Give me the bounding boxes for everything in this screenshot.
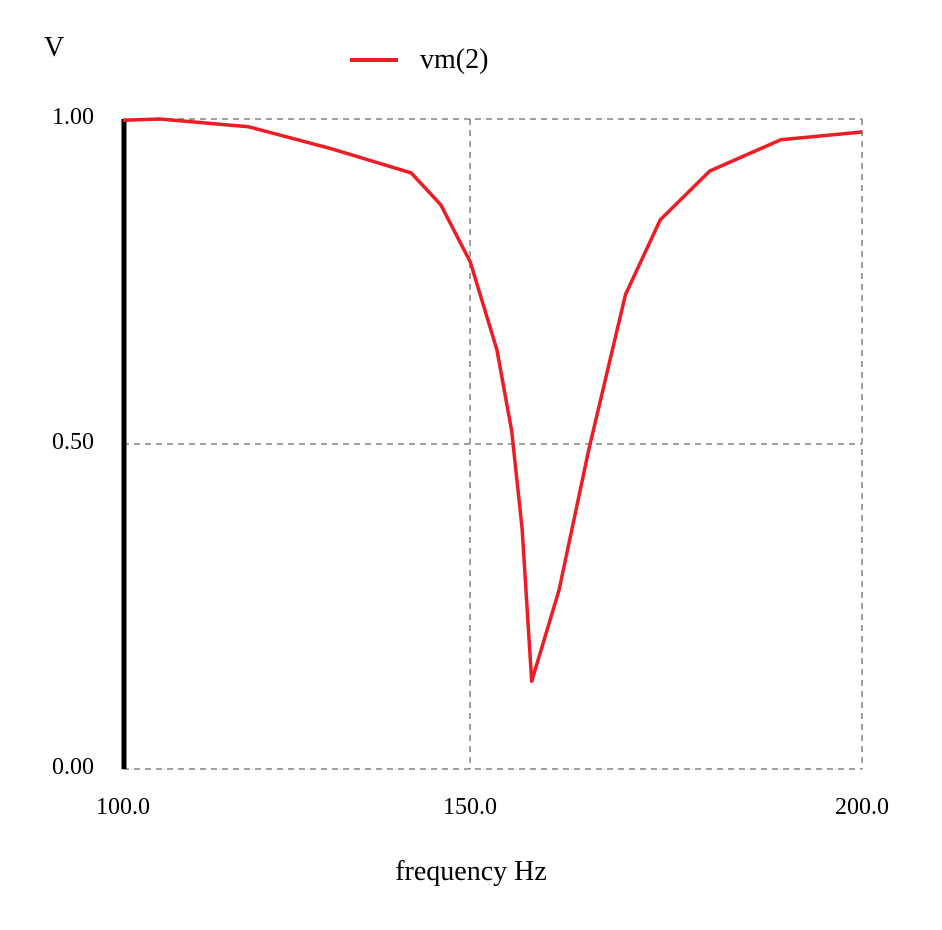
series-vm2-line bbox=[122, 117, 863, 684]
legend: vm(2) bbox=[350, 44, 488, 76]
x-tick-150: 150.0 bbox=[443, 794, 497, 820]
y-tick-0.00: 0.00 bbox=[52, 754, 94, 780]
y-tick-1.00: 1.00 bbox=[52, 104, 94, 130]
y-axis-unit-label: V bbox=[44, 32, 65, 63]
x-axis-label: frequency Hz bbox=[395, 856, 547, 887]
x-tick-200: 200.0 bbox=[835, 794, 889, 820]
grid bbox=[123, 118, 863, 770]
legend-line-icon bbox=[350, 58, 398, 62]
y-tick-0.50: 0.50 bbox=[52, 429, 94, 455]
x-tick-100: 100.0 bbox=[96, 794, 150, 820]
legend-label: vm(2) bbox=[420, 44, 489, 75]
